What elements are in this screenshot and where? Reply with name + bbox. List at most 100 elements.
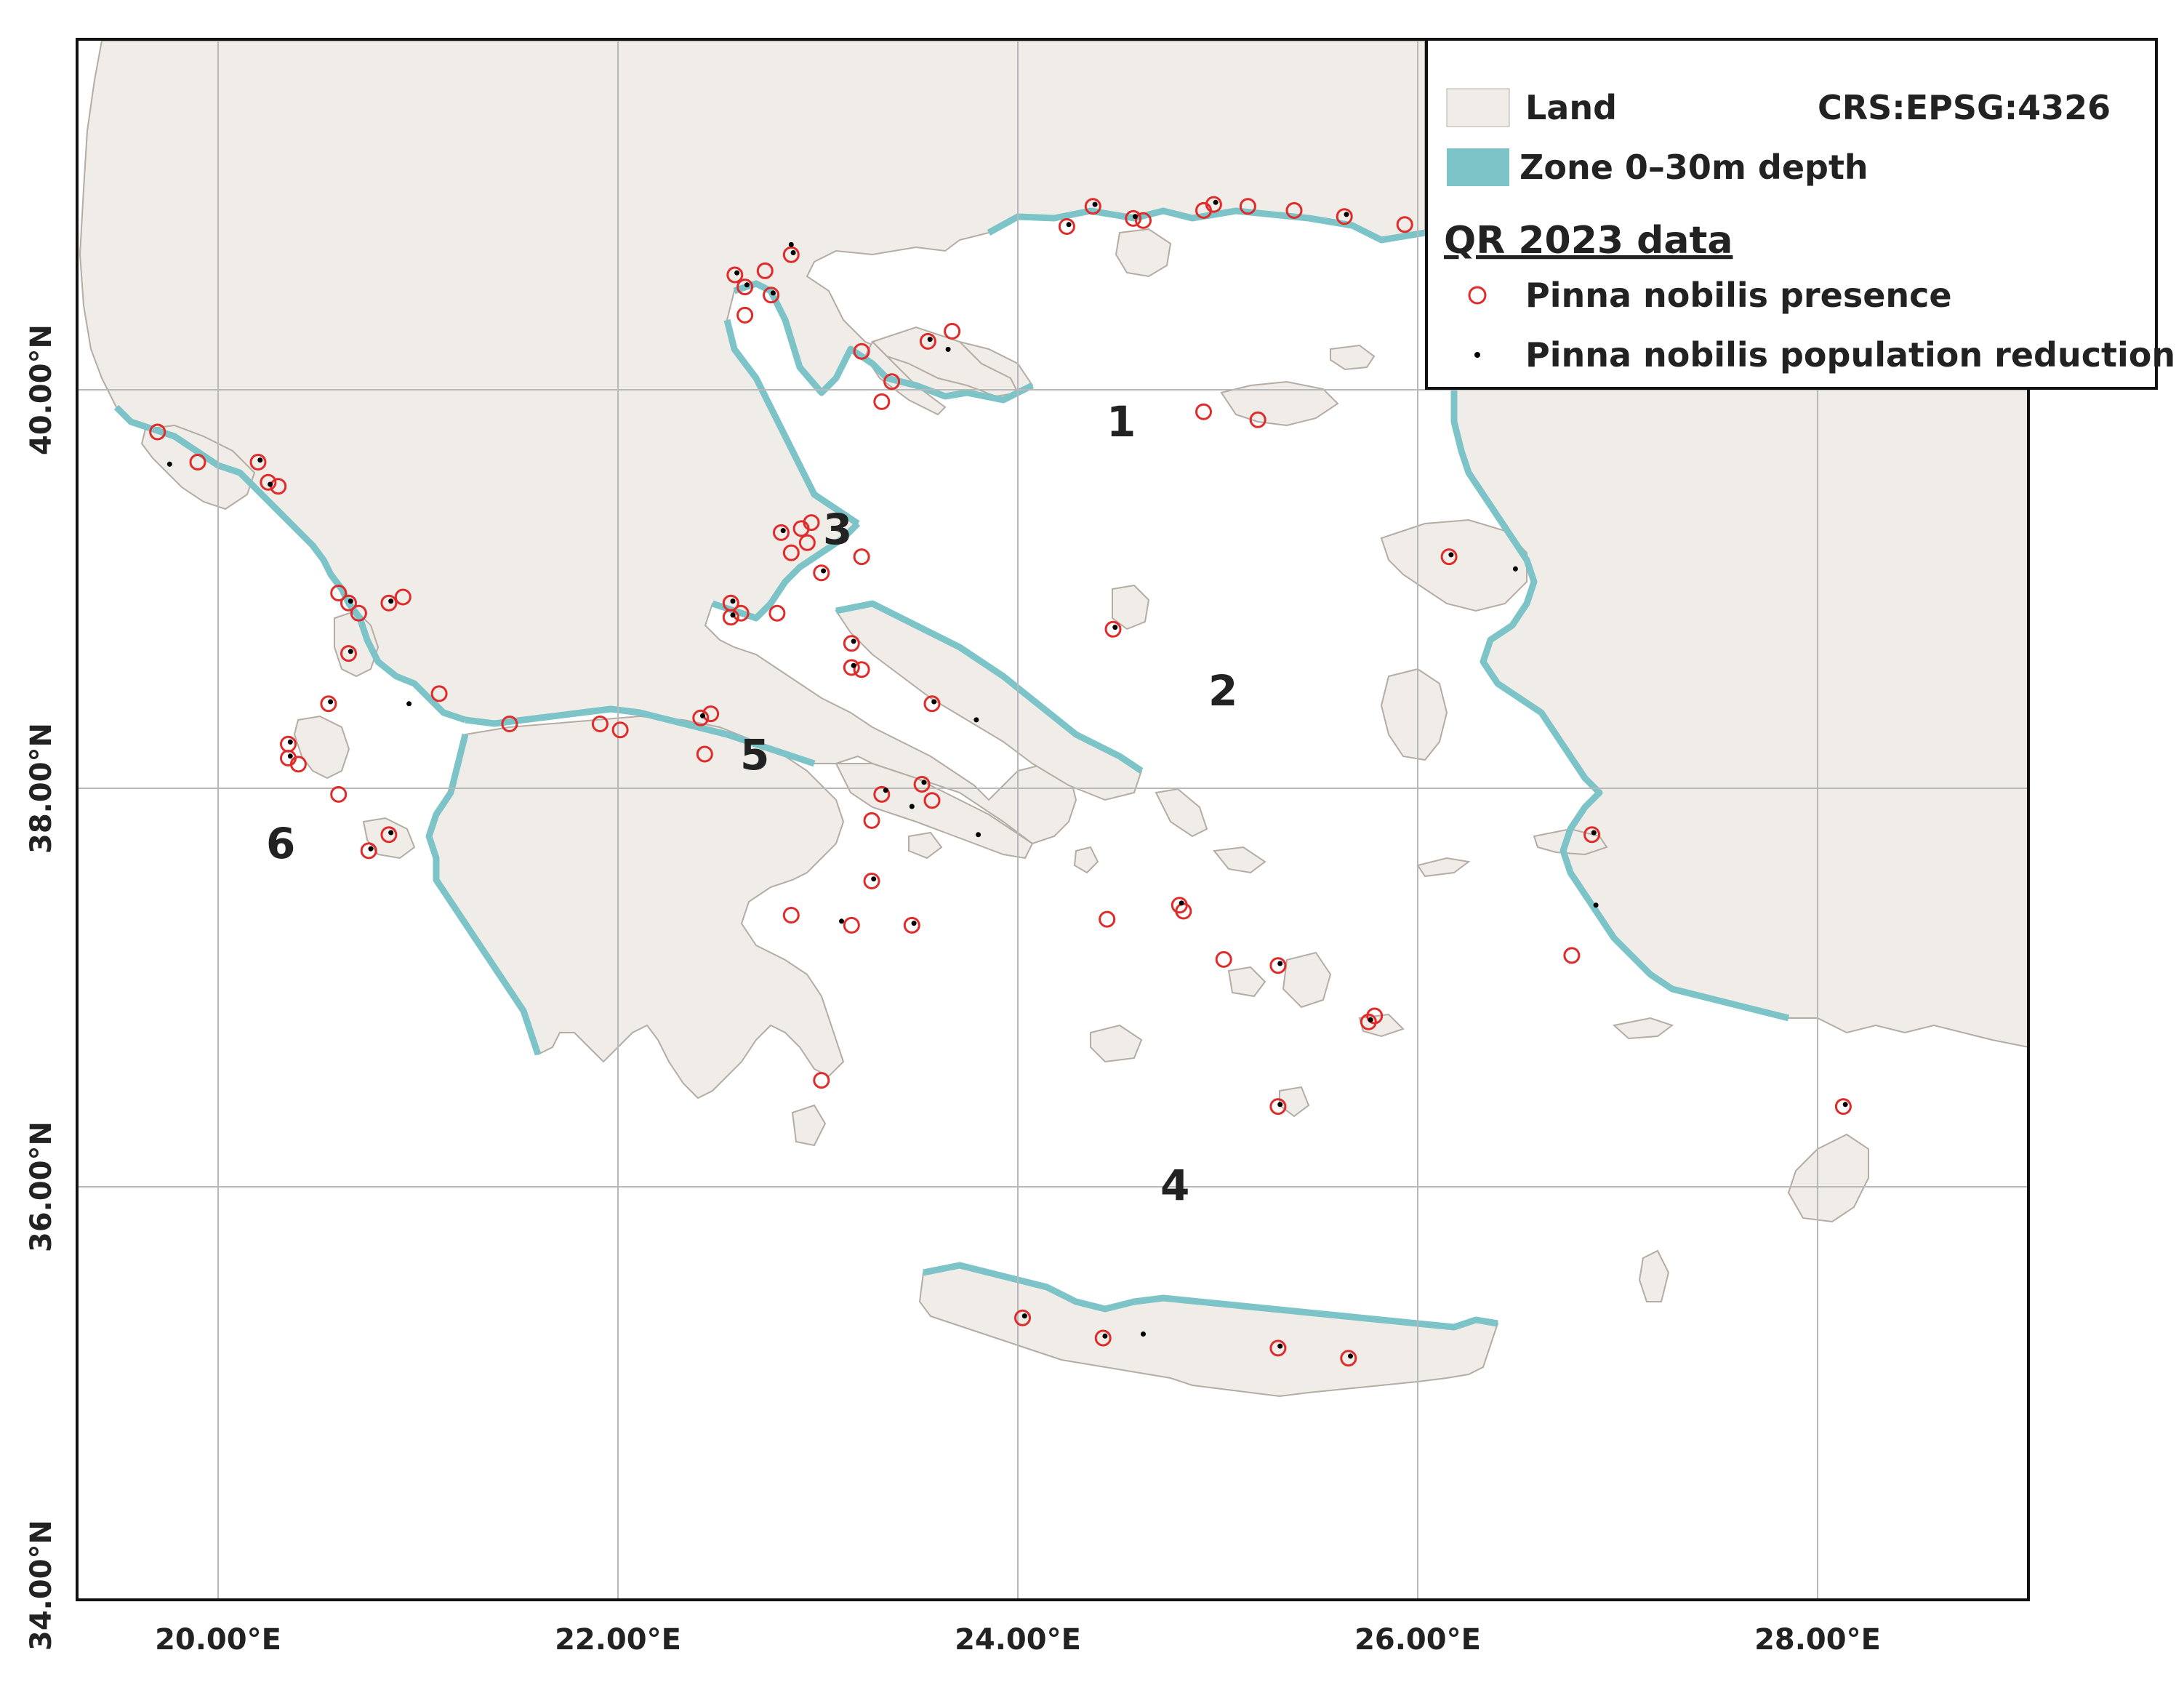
- presence-point-1: [1058, 218, 1075, 235]
- presence-point-63: [380, 826, 398, 844]
- presence-point-87: [1269, 1339, 1287, 1357]
- presence-point-47: [350, 604, 367, 622]
- presence-point-77: [1269, 957, 1287, 974]
- presence-point-45: [330, 585, 348, 601]
- presence-point-34: [813, 564, 830, 582]
- reduction-point-24: [1448, 552, 1454, 558]
- presence-point-28: [773, 524, 790, 541]
- reduction-point-46: [1591, 830, 1597, 836]
- latitude-labels: 40.00°N 38.00°N 36.00°N 34.00°N: [25, 324, 58, 1651]
- region-label-4: 4: [1160, 1161, 1189, 1210]
- legend: Land CRS:EPSG:4326 Zone 0–30m depth QR 2…: [1425, 38, 2175, 390]
- presence-point-17: [883, 373, 901, 391]
- presence-point-2: [1125, 209, 1142, 227]
- presence-point-20: [873, 393, 891, 410]
- presence-point-12: [756, 262, 774, 279]
- land-kefalonia: [293, 715, 350, 780]
- presence-point-51: [430, 685, 448, 702]
- presence-point-18: [919, 332, 936, 350]
- presence-point-24: [189, 454, 206, 470]
- reduction-point-34: [388, 830, 394, 836]
- land-aegina: [908, 831, 943, 860]
- zone-peloponnese-west: [425, 733, 542, 1056]
- region-label-1: 1: [1107, 397, 1136, 446]
- land-corfu: [140, 424, 256, 510]
- reduction-point-52: [1141, 1331, 1146, 1337]
- reduction-point-43: [1179, 900, 1184, 906]
- presence-point-10: [726, 266, 744, 284]
- lon-label-28: 28.00°E: [1754, 1623, 1881, 1657]
- presence-point-53: [611, 721, 629, 739]
- reduction-point-49: [1842, 1102, 1848, 1108]
- zone-euboea: [835, 600, 1144, 774]
- presence-point-13: [782, 246, 800, 263]
- reduction-point-20: [851, 662, 856, 668]
- land-tinos: [1213, 846, 1266, 874]
- land-rhodes: [1787, 1133, 1869, 1223]
- presence-point-46: [340, 594, 357, 612]
- presence-point-57: [696, 745, 713, 763]
- land-kea: [1073, 846, 1099, 874]
- zone-pagasitikos: [711, 521, 861, 622]
- presence-point-8: [1336, 208, 1353, 225]
- presence-point-54: [591, 716, 609, 732]
- legend-crs-label: CRS:EPSG:4326: [1818, 88, 2111, 127]
- presence-point-70: [843, 916, 860, 934]
- region-labels: 1 2 3 4 5 6: [266, 397, 1237, 1210]
- reduction-point-15: [780, 528, 786, 534]
- land-ikaria: [1416, 857, 1471, 878]
- reduction-point-28: [348, 649, 353, 654]
- presence-point-86: [1094, 1329, 1112, 1347]
- presence-point-61: [320, 695, 337, 713]
- land-karpathos: [1638, 1249, 1670, 1302]
- reduction-point-39: [976, 832, 981, 838]
- presence-point-82: [813, 1072, 830, 1089]
- reduction-point-26: [348, 598, 353, 604]
- presence-point-40: [843, 659, 860, 676]
- presence-point-60: [289, 756, 307, 773]
- reduction-point-30: [700, 713, 705, 718]
- presence-point-78: [1360, 1013, 1377, 1030]
- presence-point-31: [798, 534, 816, 551]
- presence-point-79: [1366, 1007, 1384, 1025]
- reduction-point-27: [388, 598, 394, 604]
- presence-point-62: [330, 785, 348, 803]
- reduction-point-12: [166, 461, 172, 467]
- zone-thessaly: [723, 319, 860, 526]
- reduction-point-54: [1348, 1353, 1353, 1359]
- land-thasos: [1115, 228, 1172, 278]
- reduction-point-21: [931, 699, 937, 705]
- presence-point-26: [260, 473, 277, 491]
- presence-point-25: [249, 454, 267, 470]
- land-lemnos: [1220, 380, 1339, 427]
- reduction-point-45: [1368, 1017, 1373, 1022]
- presence-point-42: [923, 695, 941, 713]
- lon-label-26: 26.00°E: [1354, 1623, 1481, 1657]
- reduction-point-42: [839, 918, 844, 924]
- reduction-point-0: [1092, 201, 1098, 207]
- reduction-point-1: [1066, 222, 1072, 228]
- presence-point-48: [380, 594, 398, 612]
- presence-point-19: [944, 323, 961, 340]
- reduction-point-37: [921, 780, 927, 785]
- presence-point-32: [782, 544, 800, 561]
- presence-point-41: [853, 661, 870, 678]
- land-samos: [1533, 828, 1608, 856]
- reduction-point-35: [368, 846, 374, 852]
- reduction-point-3: [1213, 199, 1219, 205]
- land-chios: [1380, 668, 1448, 761]
- presence-point-69: [863, 873, 880, 889]
- zone-ionian-coast: [113, 404, 467, 724]
- presence-point-49: [394, 588, 411, 606]
- presence-point-16: [853, 343, 870, 360]
- presence-point-6: [1239, 198, 1256, 215]
- zone-north-aegean-coast: [987, 207, 1426, 244]
- lon-label-22: 22.00°E: [555, 1623, 681, 1657]
- presence-point-7: [1285, 201, 1303, 219]
- reduction-point-10: [927, 337, 933, 343]
- region-label-3: 3: [823, 505, 852, 554]
- presence-point-39: [843, 635, 860, 652]
- reduction-point-48: [1277, 1102, 1283, 1108]
- land-kos: [1612, 1017, 1674, 1040]
- presence-point-5: [1205, 196, 1222, 213]
